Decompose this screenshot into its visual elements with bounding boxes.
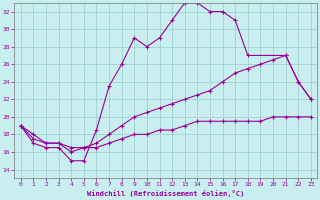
X-axis label: Windchill (Refroidissement éolien,°C): Windchill (Refroidissement éolien,°C): [87, 190, 244, 197]
